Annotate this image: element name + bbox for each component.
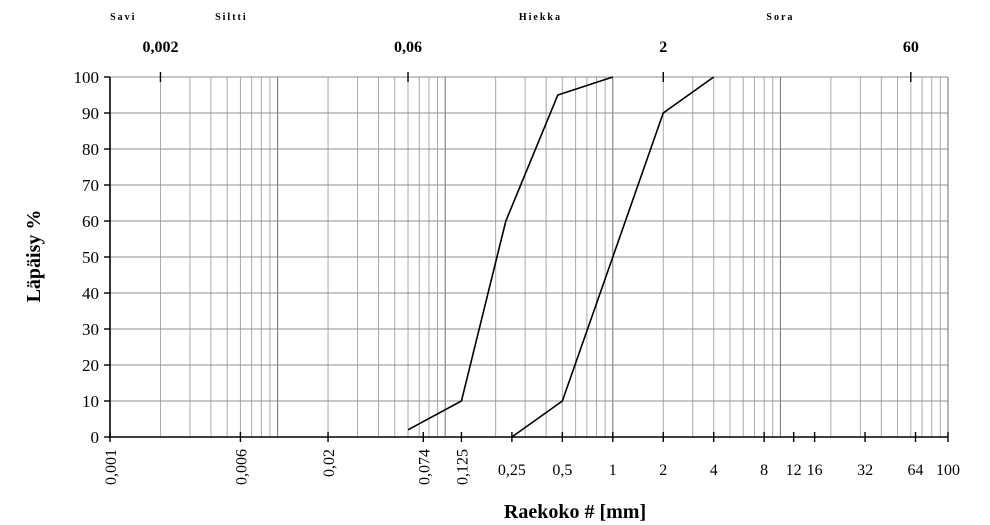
top-boundary-label: 0,002	[142, 39, 178, 56]
y-tick-label: 60	[82, 212, 99, 231]
x-tick-label: 12	[786, 462, 802, 479]
x-tick-label: 0,25	[498, 462, 526, 479]
top-boundary-label: 60	[903, 39, 919, 56]
y-axis-label: Läpäisy %	[23, 210, 45, 303]
x-tick-label: 0,02	[321, 449, 338, 477]
top-boundary-label: 2	[659, 39, 667, 56]
axes	[104, 72, 949, 442]
tick-labels: 0 10 20 30 40 50 60 70 80 90 100 0,001 0,006 0,02 0,07…	[74, 12, 961, 485]
x-tick-label: 0,5	[552, 462, 572, 479]
grid-lines	[109, 76, 948, 438]
x-tick-label: 0,125	[454, 449, 471, 485]
top-boundary-label: 0,06	[394, 39, 422, 56]
x-tick-label: 16	[807, 462, 823, 479]
y-tick-label: 10	[82, 392, 99, 411]
x-axis-label: Raekoko # [mm]	[504, 501, 646, 523]
x-tick-label: 0,001	[103, 449, 120, 485]
y-tick-label: 80	[82, 140, 99, 159]
y-tick-label: 100	[74, 68, 100, 87]
y-tick-label: 50	[82, 248, 99, 267]
y-tick-label: 30	[82, 320, 99, 339]
y-tick-label: 20	[82, 356, 99, 375]
fraction-label: Sora	[766, 12, 794, 23]
series-group	[407, 76, 715, 438]
fraction-label: Hiekka	[519, 12, 562, 23]
fraction-label: Savi	[110, 12, 136, 23]
x-tick-label: 1	[609, 462, 617, 479]
y-tick-label: 90	[82, 104, 99, 123]
x-tick-label: 4	[710, 462, 718, 479]
x-tick-label: 2	[659, 462, 667, 479]
grading-curve-1	[407, 76, 614, 431]
x-tick-label: 32	[857, 462, 873, 479]
y-tick-label: 0	[91, 428, 100, 447]
x-tick-label: 100	[936, 462, 960, 479]
y-tick-label: 40	[82, 284, 99, 303]
x-tick-label: 8	[760, 462, 768, 479]
fraction-label: Siltti	[215, 12, 248, 23]
grading-curve-2	[511, 76, 715, 438]
x-tick-label: 64	[908, 462, 924, 479]
x-tick-label: 0,006	[233, 449, 250, 485]
x-tick-label: 0,074	[416, 449, 433, 485]
y-tick-label: 70	[82, 176, 99, 195]
